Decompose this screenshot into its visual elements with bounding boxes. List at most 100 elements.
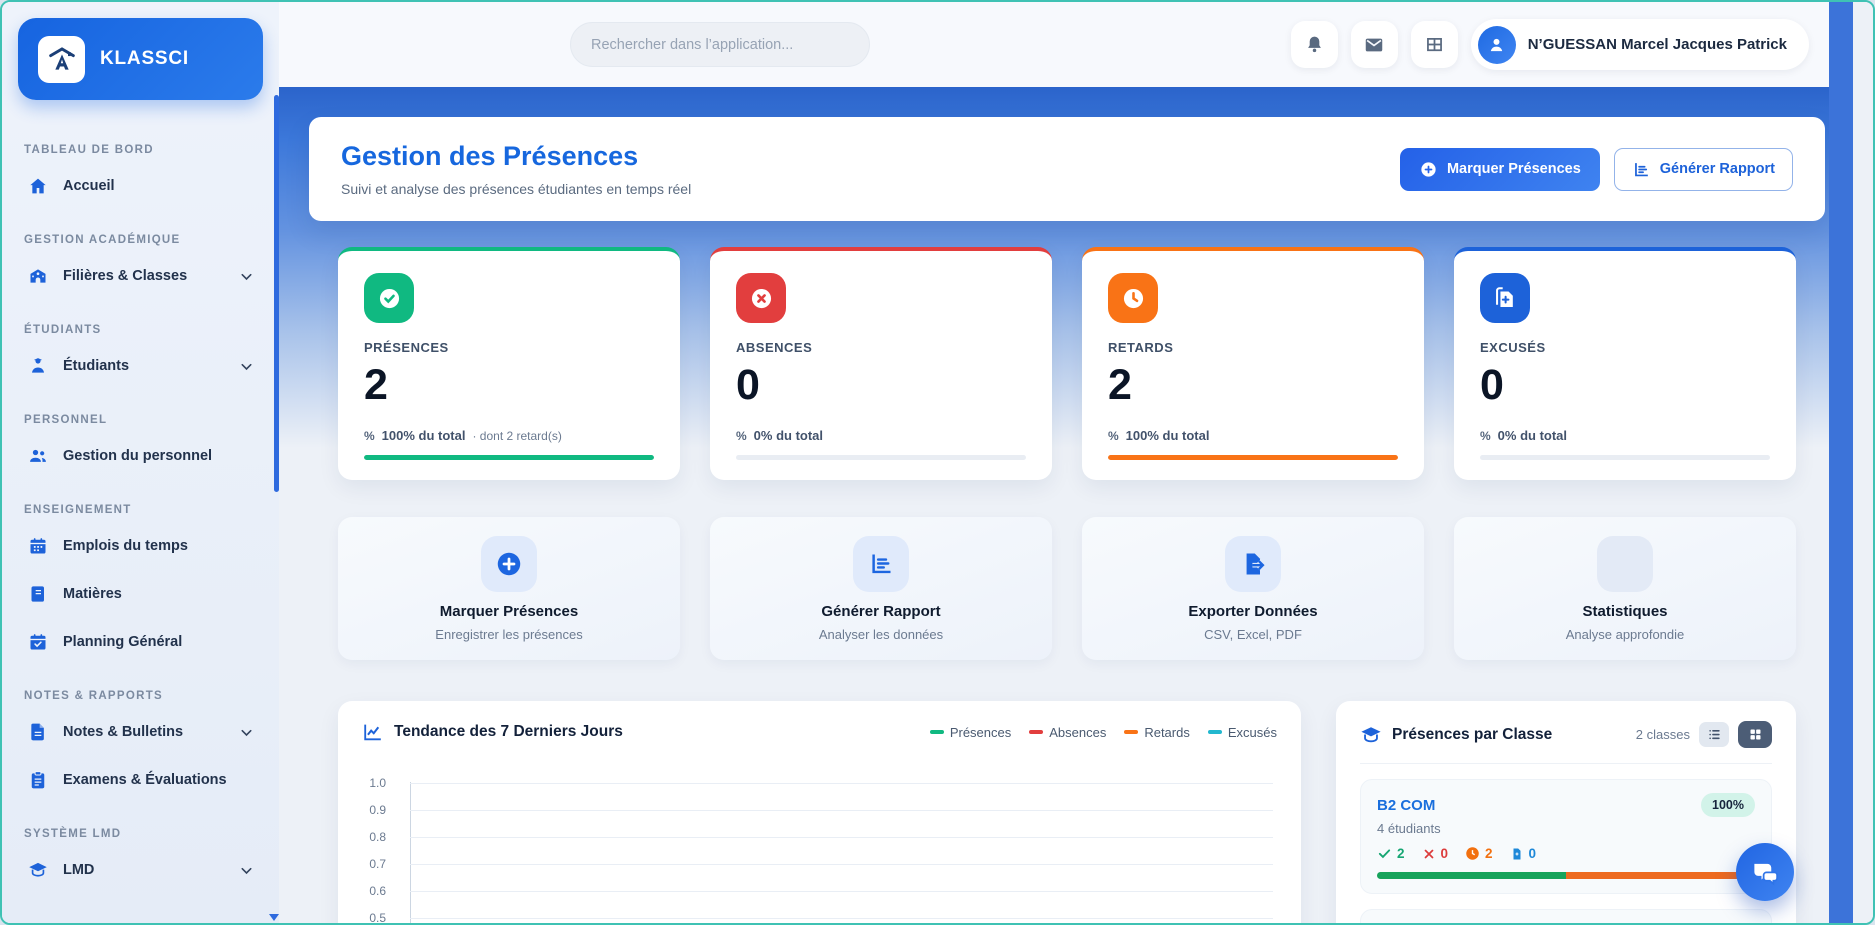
sidebar-item-gestion-personnel[interactable]: Gestion du personnel <box>2 436 273 476</box>
stat-extra: · dont 2 retard(s) <box>472 429 562 443</box>
file-plus-icon <box>1480 273 1530 323</box>
list-view-button[interactable] <box>1699 722 1729 747</box>
user-menu[interactable]: N’GUESSAN Marcel Jacques Patrick <box>1470 19 1809 70</box>
class-absent-stat: 0 <box>1422 846 1448 861</box>
brand-logo[interactable]: KLASSCI <box>18 18 263 100</box>
chat-fab-button[interactable] <box>1736 843 1794 901</box>
stat-progress-fill <box>364 455 654 460</box>
legend-presences: Présences <box>929 725 1011 740</box>
mail-icon <box>1365 38 1383 51</box>
action-subtitle: Analyser les données <box>818 626 944 642</box>
action-title: Exporter Données <box>1188 602 1318 620</box>
sidebar-item-notes-bulletins[interactable]: Notes & Bulletins <box>2 712 273 752</box>
file-icon <box>1513 847 1521 860</box>
class-badge: 100% <box>1701 793 1755 817</box>
class-students: 4 étudiants <box>1377 821 1441 836</box>
percent-icon: % <box>736 429 747 443</box>
sidebar: KLASSCI TABLEAU DE BORD Accueil GESTION … <box>2 2 279 923</box>
apps-grid-icon <box>1426 37 1442 52</box>
y-tick: 0.9 <box>369 802 386 817</box>
nav-section-label: SYSTÈME LMD <box>24 828 122 840</box>
stat-label: EXCUSÉS <box>1480 340 1546 355</box>
stat-detail: 0% du total <box>1497 428 1568 443</box>
check-icon <box>1378 849 1391 859</box>
notifications-button[interactable] <box>1290 21 1338 68</box>
marquer-presences-button[interactable]: Marquer Présences <box>1399 147 1600 191</box>
action-exporter-donnees[interactable]: Exporter Données CSV, Excel, PDF <box>1082 517 1424 660</box>
stat-progress-track <box>736 455 1026 460</box>
clock-icon <box>1466 847 1479 860</box>
stat-card-excuses: EXCUSÉS 0 % 0% du total <box>1454 247 1796 480</box>
stat-label: PRÉSENCES <box>364 340 449 355</box>
sidebar-item-filieres-classes[interactable]: Filières & Classes <box>2 256 273 296</box>
nav-section-label: GESTION ACADÉMIQUE <box>24 234 181 246</box>
sidebar-item-matieres[interactable]: Matières <box>2 574 273 614</box>
chevron-down-icon <box>241 273 252 280</box>
graduate-icon <box>32 358 44 373</box>
class-name: B2 COM <box>1377 796 1436 814</box>
sidebar-item-etudiants[interactable]: Étudiants <box>2 346 273 386</box>
nav-item-label: Examens & Évaluations <box>63 772 227 788</box>
nav-item-label: Accueil <box>63 178 115 194</box>
legend-excuses: Excusés <box>1207 725 1277 740</box>
legend-absences: Absences <box>1029 725 1106 740</box>
bottom-row: Tendance des 7 Derniers Jours Présences … <box>338 701 1796 923</box>
plus-circle-icon <box>1421 161 1436 177</box>
action-generer-rapport[interactable]: Générer Rapport Analyser les données <box>710 517 1052 660</box>
sidebar-item-emplois-du-temps[interactable]: Emplois du temps <box>2 526 273 566</box>
calendar-icon <box>30 538 46 554</box>
grid-view-button[interactable] <box>1738 721 1772 748</box>
content-area: Gestion des Présences Suivi et analyse d… <box>279 87 1829 923</box>
list-view-icon <box>1708 729 1720 740</box>
chart-title: Tendance des 7 Derniers Jours <box>394 723 623 740</box>
user-avatar <box>1477 25 1516 64</box>
stat-detail: 100% du total <box>1125 428 1210 443</box>
class-card-b3-com[interactable]: B3 COM 0% <box>1360 909 1772 923</box>
action-marquer-presences[interactable]: Marquer Présences Enregistrer les présen… <box>338 517 680 660</box>
page-scrollbar-thumb[interactable] <box>1829 2 1853 923</box>
brand-logo-icon <box>38 35 85 83</box>
y-tick: 0.7 <box>369 856 386 871</box>
main-column: N’GUESSAN Marcel Jacques Patrick Gestion… <box>279 2 1829 923</box>
page-scrollbar-track[interactable] <box>1829 2 1873 923</box>
class-excused-stat: 0 <box>1510 846 1536 861</box>
calendar-check-icon <box>30 634 46 650</box>
sidebar-scrollbar-thumb[interactable] <box>274 95 279 492</box>
sidebar-item-lmd[interactable]: LMD <box>2 850 273 890</box>
page-subtitle: Suivi et analyse des présences étudiante… <box>341 181 692 197</box>
sidebar-scrollbar-arrow[interactable] <box>269 914 279 921</box>
y-tick: 0.8 <box>369 829 386 844</box>
stat-card-retards: RETARDS 2 % 100% du total <box>1082 247 1424 480</box>
plus-circle-icon <box>481 535 537 592</box>
percent-icon: % <box>1480 429 1491 443</box>
sidebar-item-examens-evaluations[interactable]: Examens & Évaluations <box>2 760 273 800</box>
y-tick: 0.6 <box>369 883 386 898</box>
nav-section-label: ENSEIGNEMENT <box>24 504 132 516</box>
classes-panel: Présences par Classe 2 classes <box>1336 701 1796 923</box>
apps-button[interactable] <box>1410 21 1458 68</box>
generer-rapport-button[interactable]: Générer Rapport <box>1613 147 1793 191</box>
sidebar-item-accueil[interactable]: Accueil <box>2 166 273 206</box>
document-icon <box>31 723 44 741</box>
action-statistiques[interactable]: Statistiques Analyse approfondie <box>1454 517 1796 660</box>
stat-value: 0 <box>1480 361 1504 409</box>
grid-view-icon <box>1750 729 1760 740</box>
messages-button[interactable] <box>1350 21 1398 68</box>
action-subtitle: Analyse approfondie <box>1565 626 1685 642</box>
stat-value: 2 <box>1108 361 1132 409</box>
clipboard-icon <box>31 771 45 789</box>
nav-item-label: Filières & Classes <box>63 268 188 284</box>
sidebar-item-planning-general[interactable]: Planning Général <box>2 622 273 662</box>
stat-progress-fill <box>1108 455 1398 460</box>
action-subtitle: CSV, Excel, PDF <box>1204 626 1302 642</box>
stat-progress-track <box>1480 455 1770 460</box>
class-card-b2-com[interactable]: B2 COM 100% 4 étudiants 2 <box>1360 779 1772 894</box>
topbar: N’GUESSAN Marcel Jacques Patrick <box>279 2 1829 87</box>
search-input[interactable] <box>591 36 849 53</box>
percent-icon: % <box>364 429 375 443</box>
chevron-down-icon <box>241 363 252 370</box>
topbar-actions: N’GUESSAN Marcel Jacques Patrick <box>1290 19 1829 70</box>
clock-icon <box>1108 273 1158 323</box>
y-tick: 0.5 <box>369 910 386 924</box>
